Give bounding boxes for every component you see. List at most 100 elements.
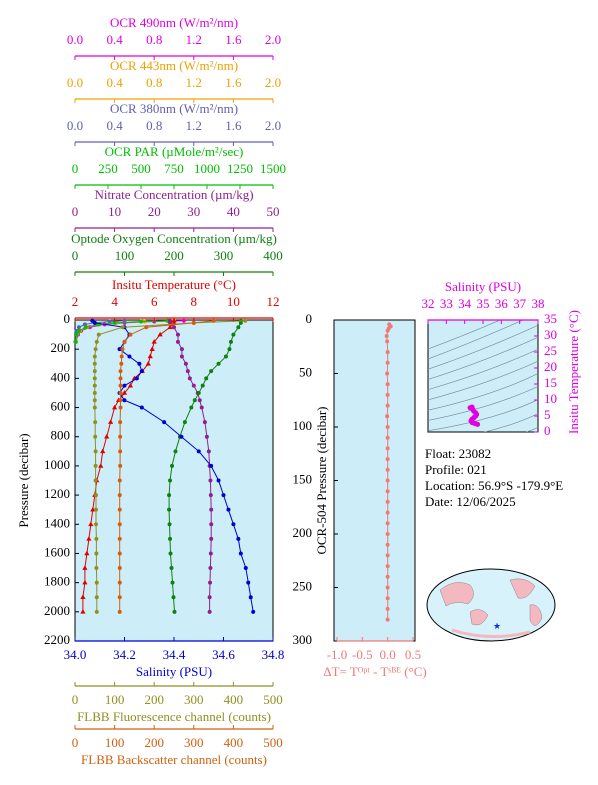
- world-map: ★: [426, 568, 556, 642]
- data-point: [200, 383, 205, 388]
- data-point: [192, 398, 197, 403]
- data-point: [208, 551, 213, 556]
- data-point: [139, 405, 144, 410]
- data-point: [118, 449, 123, 454]
- data-point: [228, 339, 233, 344]
- data-point: [145, 360, 151, 366]
- data-point: [80, 594, 86, 600]
- data-point: [173, 449, 178, 454]
- data-point: [127, 354, 132, 359]
- data-point: [118, 420, 123, 425]
- data-point: [112, 404, 118, 410]
- data-point: [121, 390, 128, 395]
- data-point: [204, 434, 209, 439]
- data-point: [170, 580, 175, 585]
- x-tick-label: 400: [224, 735, 244, 750]
- data-point: [385, 521, 390, 526]
- data-point: [191, 383, 196, 388]
- y-tick-label: 20: [544, 359, 557, 374]
- data-point: [223, 354, 228, 359]
- isopycnals: [428, 320, 538, 432]
- x-tick-label: 8: [191, 294, 198, 309]
- data-point: [117, 478, 122, 483]
- x-tick-label: 12: [267, 294, 280, 309]
- x-tick-label: 1250: [227, 161, 253, 176]
- data-point: [209, 522, 214, 527]
- x-tick-label: 300: [184, 735, 204, 750]
- data-point: [117, 493, 122, 498]
- data-point: [144, 325, 149, 330]
- data-point: [204, 376, 209, 381]
- data-point: [236, 325, 241, 330]
- data-point: [74, 332, 79, 337]
- data-point: [385, 382, 390, 387]
- x-tick-label: 0.4: [106, 75, 123, 90]
- data-point: [191, 320, 196, 325]
- x-tick-label: 4: [111, 294, 118, 309]
- x-tick-label: 38: [532, 296, 545, 311]
- data-point: [216, 478, 221, 483]
- data-point: [93, 434, 98, 439]
- data-point: [76, 328, 81, 333]
- data-point: [208, 493, 213, 498]
- x-tick-label: 1500: [260, 161, 286, 176]
- data-point: [120, 325, 125, 330]
- data-point: [73, 339, 78, 344]
- x-tick-label: 500: [263, 735, 283, 750]
- isopycnal: [428, 348, 538, 391]
- data-point: [94, 595, 99, 600]
- isopycnal: [525, 426, 538, 432]
- x-tick-label: 400: [263, 248, 283, 263]
- data-point: [236, 536, 241, 541]
- isopycnal: [428, 320, 502, 350]
- data-point: [93, 347, 98, 352]
- axis-title: FLBB Backscatter channel (counts): [81, 752, 267, 767]
- x-tick-label: 20: [148, 204, 161, 219]
- data-point: [94, 536, 99, 541]
- data-point: [385, 467, 390, 472]
- x-tick-label: 1000: [194, 161, 220, 176]
- data-point: [93, 449, 98, 454]
- isopycnal: [428, 399, 538, 432]
- data-point: [206, 449, 211, 454]
- data-point: [385, 392, 390, 397]
- ts-plot-area: [427, 319, 539, 433]
- x-tick-label: 300: [184, 692, 204, 707]
- y-tick-label: 1400: [44, 515, 70, 530]
- data-point: [385, 510, 390, 515]
- data-point: [127, 382, 134, 388]
- axis-title: OCR 490nm (W/m²/nm): [110, 15, 238, 30]
- main-plot-area: [74, 319, 274, 642]
- data-point: [208, 580, 213, 585]
- y-tick-label: 0: [544, 423, 551, 438]
- data-point: [243, 318, 248, 323]
- y-tick-label: 0: [64, 311, 71, 326]
- data-point: [117, 347, 122, 352]
- data-point: [139, 369, 144, 374]
- data-point: [117, 595, 122, 600]
- data-point: [231, 522, 236, 527]
- axis-title: OCR 380nm (W/m²/nm): [110, 101, 238, 116]
- x-tick-label: 37: [513, 296, 527, 311]
- y-tick-label: 150: [293, 471, 313, 486]
- axis-title: OCR 443nm (W/m²/nm): [110, 58, 238, 73]
- data-point: [175, 339, 180, 344]
- data-point: [117, 536, 122, 541]
- y-tick-label: 600: [51, 399, 71, 414]
- float-location-star: ★: [493, 621, 501, 631]
- data-point: [139, 319, 143, 324]
- data-point: [196, 390, 201, 395]
- data-point: [183, 361, 188, 366]
- data-point: [385, 585, 390, 590]
- data-point: [82, 565, 88, 570]
- y-tick-label: 250: [293, 578, 313, 593]
- y-tick-label: 10: [544, 391, 557, 406]
- data-point: [118, 369, 123, 374]
- data-point: [92, 376, 97, 381]
- y-tick-label: 2000: [44, 603, 70, 618]
- x-tick-label: 35: [477, 296, 490, 311]
- axis-title: FLBB Fluorescence channel (counts): [77, 709, 271, 724]
- data-point: [179, 354, 184, 359]
- x-tick-label: 0.0: [380, 647, 396, 662]
- data-point: [94, 609, 99, 614]
